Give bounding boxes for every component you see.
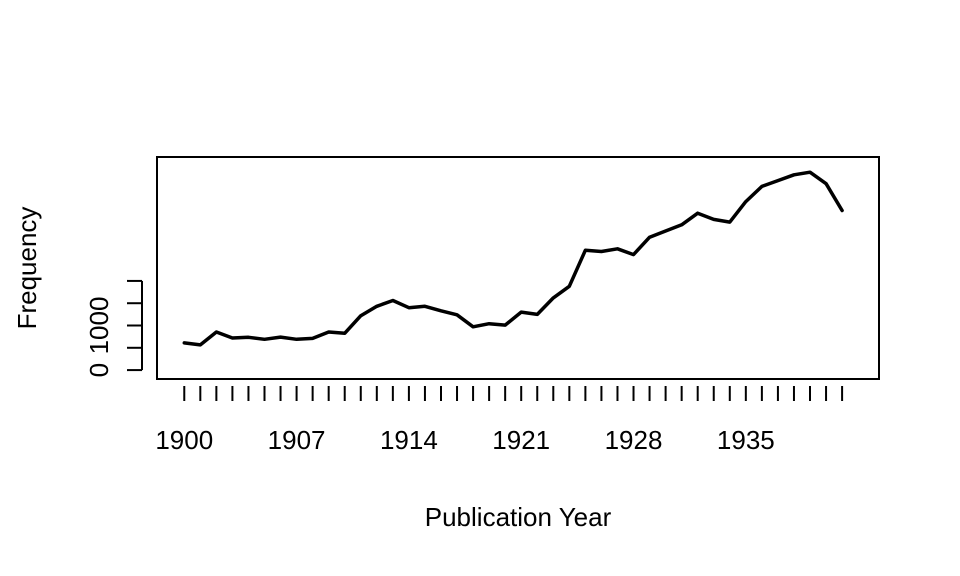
y-axis: 0 1000 xyxy=(84,279,143,377)
x-tick-label: 1907 xyxy=(268,425,326,455)
x-axis-title: Publication Year xyxy=(425,502,612,532)
x-minor-ticks xyxy=(183,386,844,401)
y-axis-title: Frequency xyxy=(12,207,42,330)
x-tick-label: 1921 xyxy=(492,425,550,455)
y-tick-label: 1000 xyxy=(84,297,114,355)
x-tick-label: 1914 xyxy=(380,425,438,455)
y-tick-label: 0 xyxy=(84,363,114,377)
plot-frame xyxy=(156,156,880,380)
x-tick-label: 1935 xyxy=(717,425,775,455)
x-tick-label: 1900 xyxy=(155,425,213,455)
frequency-line xyxy=(182,170,844,347)
x-tick-label: 1928 xyxy=(605,425,663,455)
x-tick-labels: 1900 1907 1914 1921 1928 1935 xyxy=(155,425,774,455)
